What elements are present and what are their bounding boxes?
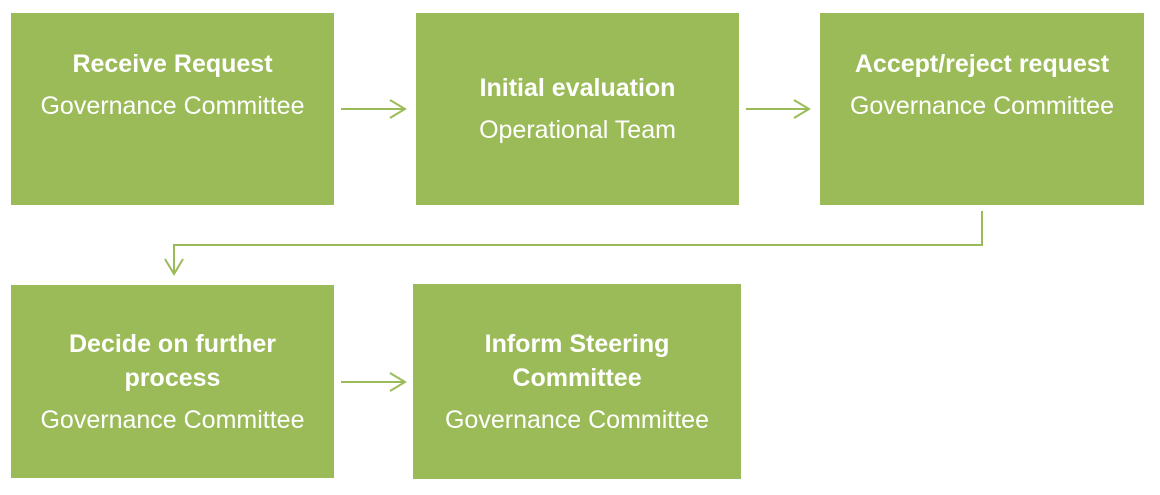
step-title: Decide on further process [69,329,276,392]
arrow-right-icon [341,99,407,119]
step-decide-further-process: Decide on further process Governance Com… [11,285,334,478]
step-title: Accept/reject request [854,50,1110,78]
step-owner: Governance Committee [849,92,1114,120]
step-owner: Operational Team [479,116,676,144]
elbow-arrow-icon [164,211,983,276]
step-title: Inform Steering Committee [484,329,670,392]
step-owner: Governance Committee [444,405,709,434]
step-inform-steering-committee: Inform Steering Committee Governance Com… [413,284,741,479]
step-receive-request: Receive Request Governance Committee [11,13,334,205]
step-owner: Governance Committee [40,405,305,434]
step-owner: Governance Committee [40,92,305,120]
arrow-right-icon [341,372,407,392]
step-title: Receive Request [72,50,273,78]
step-accept-reject-request: Accept/reject request Governance Committ… [820,13,1144,205]
step-initial-evaluation: Initial evaluation Operational Team [416,13,739,205]
step-title: Initial evaluation [479,74,676,102]
arrow-right-icon [746,99,811,119]
